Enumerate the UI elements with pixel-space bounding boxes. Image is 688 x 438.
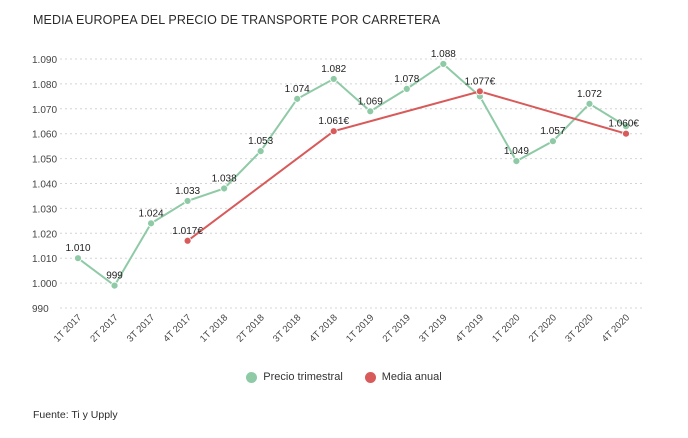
x-tick-label: 1T 2017 [52,312,84,344]
data-label-precio-trimestral: 1.024 [139,208,164,219]
legend-label: Precio trimestral [263,371,343,383]
legend: Precio trimestral Media anual [0,371,688,383]
data-point-precio-trimestral [512,157,521,165]
data-label-precio-trimestral: 1.082 [321,64,346,75]
x-tick-label: 3T 2020 [563,312,595,344]
data-label-precio-trimestral: 1.069 [358,96,383,107]
x-tick-label: 4T 2017 [161,312,193,344]
y-tick-label: 1.070 [32,105,57,116]
data-label-precio-trimestral: 1.038 [212,173,237,184]
x-tick-label: 1T 2019 [344,312,376,344]
data-point-media-anual [475,87,484,96]
legend-item-precio-trimestral[interactable]: Precio trimestral [246,371,343,383]
data-label-precio-trimestral: 1.088 [431,49,456,60]
data-point-precio-trimestral [220,184,229,193]
data-point-precio-trimestral [439,60,448,68]
data-point-media-anual [329,127,338,136]
legend-swatch-green [246,371,258,383]
data-label-media-anual: 1.017€ [172,226,203,237]
y-tick-label: 1.090 [32,55,57,66]
data-point-precio-trimestral [402,84,411,93]
x-tick-label: 4T 2018 [308,312,340,344]
data-point-precio-trimestral [183,197,192,205]
x-tick-label: 3T 2018 [271,312,303,344]
series-line-precio-trimestral [77,62,627,288]
legend-label: Media anual [381,371,442,383]
data-label-precio-trimestral: 999 [106,271,123,282]
x-tick-label: 2T 2019 [381,312,413,344]
legend-swatch-red [364,371,376,383]
data-point-media-anual [183,236,192,245]
x-tick-label: 2T 2017 [88,312,120,344]
x-tick-label: 4T 2020 [600,312,632,344]
data-point-precio-trimestral [329,75,338,83]
data-label-precio-trimestral: 1.053 [248,136,273,147]
y-tick-label: 1.010 [32,254,57,265]
x-tick-label: 3T 2017 [125,312,157,344]
y-tick-label: 1.040 [32,180,57,191]
data-label-precio-trimestral: 1.074 [285,84,310,95]
data-label-precio-trimestral: 1.078 [394,74,419,85]
y-tick-label: 1.000 [32,279,57,290]
data-point-precio-trimestral [293,94,302,103]
data-point-precio-trimestral [622,122,630,131]
data-point-precio-trimestral [585,99,594,108]
data-point-precio-trimestral [147,219,155,228]
data-label-precio-trimestral: 1.057 [540,126,565,137]
data-point-precio-trimestral [549,137,557,146]
data-label-precio-trimestral: 1.072 [577,89,602,100]
y-tick-label: 1.050 [32,155,57,166]
data-point-precio-trimestral [110,281,119,290]
source-note: Fuente: Ti y Upply [33,409,118,421]
x-tick-label: 3T 2019 [417,312,449,344]
series-line-media-anual [187,90,627,242]
data-label-precio-trimestral: 1.033 [175,186,200,197]
data-label-media-anual: 1.077€ [465,76,496,87]
data-point-media-anual [622,129,630,138]
data-label-media-anual: 1.061€ [318,116,349,127]
x-tick-label: 2T 2020 [527,312,559,344]
data-point-precio-trimestral [366,107,375,116]
y-tick-label: 1.060 [32,130,57,141]
data-label-precio-trimestral: 1.049 [504,146,529,157]
data-point-precio-trimestral [256,147,265,156]
legend-item-media-anual[interactable]: Media anual [364,371,442,383]
x-tick-label: 4T 2019 [454,312,486,344]
y-tick-label: 1.030 [32,204,57,215]
data-point-precio-trimestral [74,254,82,263]
x-tick-label: 1T 2020 [490,312,522,344]
chart-title: MEDIA EUROPEA DEL PRECIO DE TRANSPORTE P… [33,13,441,27]
data-label-media-anual: 1.060€ [608,119,639,130]
x-tick-label: 2T 2018 [234,312,266,344]
y-tick-label: 990 [32,304,49,315]
y-tick-label: 1.080 [32,80,57,91]
y-tick-label: 1.020 [32,229,57,240]
x-tick-label: 1T 2018 [198,312,230,344]
data-label-precio-trimestral: 1.010 [65,243,90,254]
